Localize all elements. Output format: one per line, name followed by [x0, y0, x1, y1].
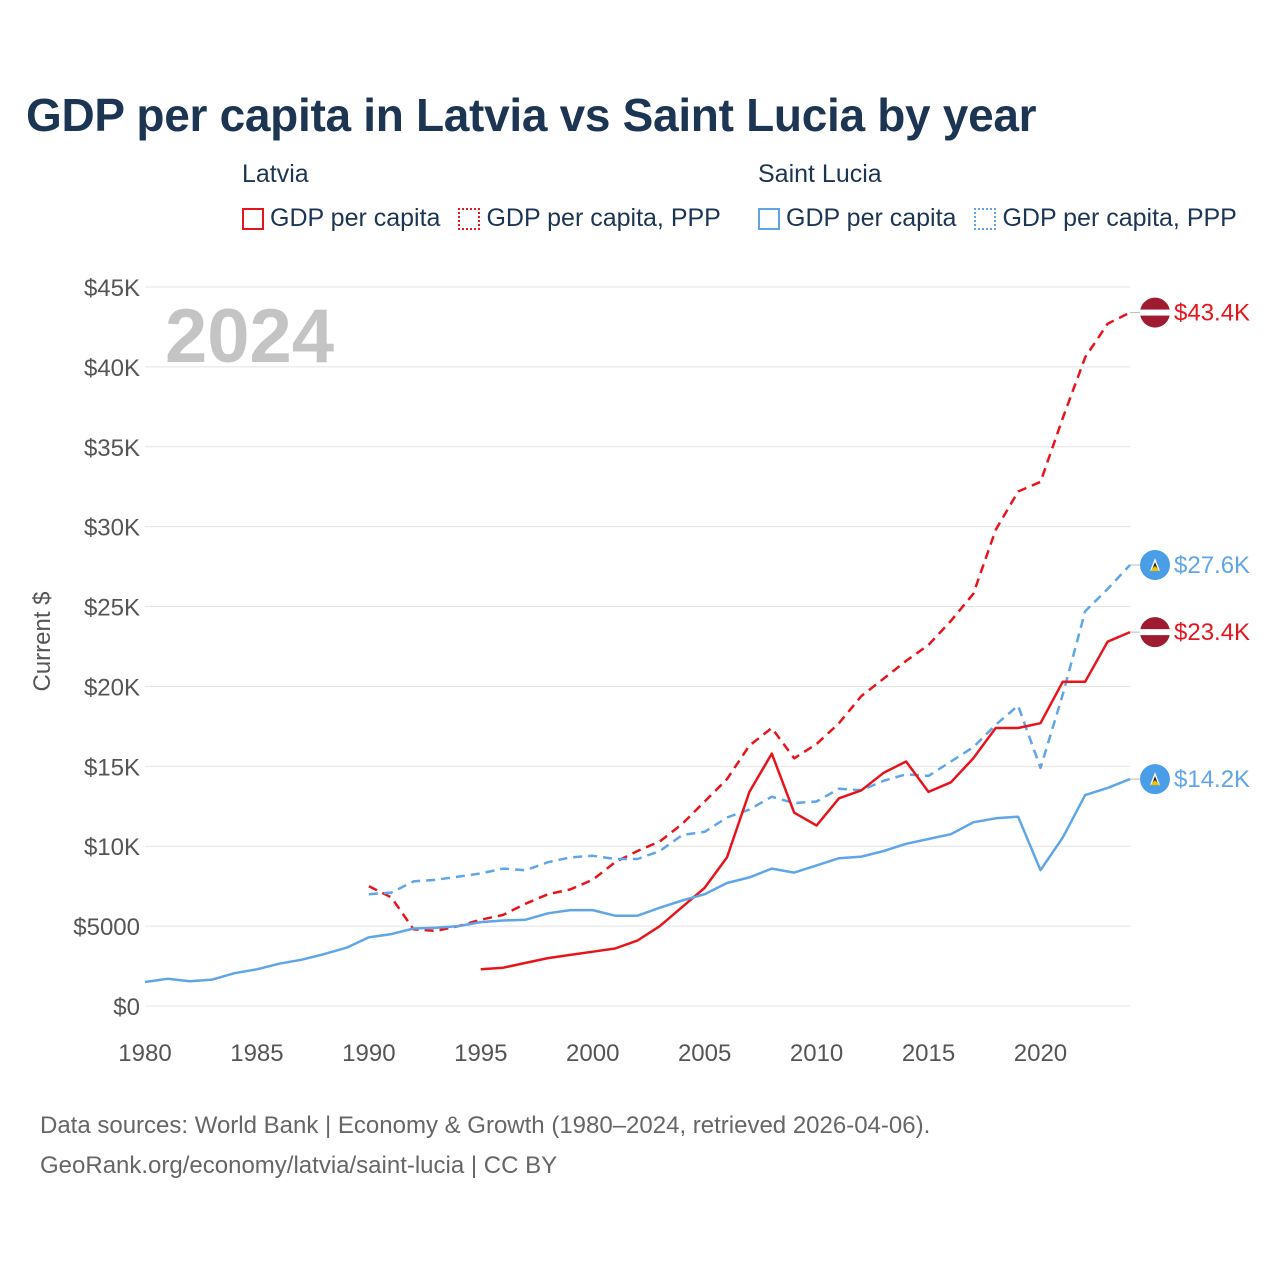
legend-swatch-dotted-blue — [974, 207, 997, 230]
legend-country-latvia: Latvia — [242, 160, 309, 188]
chart-title: GDP per capita in Latvia vs Saint Lucia … — [26, 89, 1037, 141]
y-tick-label: $25K — [84, 595, 140, 622]
series-line-2 — [480, 630, 1131, 971]
grid-lines — [145, 286, 1130, 1007]
latvia-flag-icon — [1140, 297, 1170, 328]
y-tick-label: $0 — [113, 994, 140, 1021]
x-tick-label: 2015 — [902, 1040, 955, 1067]
series-line-1 — [368, 564, 1131, 896]
legend-country-saint-lucia: Saint Lucia — [758, 160, 882, 188]
series-line-0 — [368, 311, 1131, 933]
legend-group-saint-lucia: Saint Lucia GDP per capita GDP per capit… — [758, 160, 1237, 233]
legend-label: GDP per capita, PPP — [1002, 204, 1237, 232]
series-lines — [144, 311, 1131, 984]
end-value-label: $43.4K — [1174, 300, 1250, 327]
legend-swatch-dotted-red — [458, 207, 481, 230]
x-tick-label: 1995 — [454, 1040, 507, 1067]
saint-lucia-flag-icon — [1140, 764, 1170, 795]
legend-item-saint-lucia-gdp-ppp[interactable]: GDP per capita, PPP — [974, 204, 1237, 233]
y-axis-label: Current $ — [29, 591, 56, 691]
end-markers: $43.4K $27.6K $23.4K $14.2K — [1130, 297, 1250, 795]
y-tick-label: $40K — [84, 355, 140, 382]
y-axis-ticks: $0 $5000 $10K $15K $20K $25K $30K $35K $40K $45K — [73, 275, 140, 1021]
x-tick-label: 2005 — [678, 1040, 731, 1067]
legend-item-latvia-gdp[interactable]: GDP per capita — [242, 204, 440, 233]
legend-item-saint-lucia-gdp[interactable]: GDP per capita — [758, 204, 956, 233]
legend-swatch-solid-blue — [758, 207, 780, 230]
end-value-label: $23.4K — [1174, 619, 1250, 646]
y-tick-label: $30K — [84, 515, 140, 542]
x-tick-label: 1990 — [342, 1040, 395, 1067]
legend-item-latvia-gdp-ppp[interactable]: GDP per capita, PPP — [458, 204, 721, 233]
latvia-flag-icon — [1140, 617, 1170, 648]
x-tick-label: 1980 — [118, 1040, 171, 1067]
x-axis-ticks: 1980 1985 1990 1995 2000 2005 2010 2015 2020 — [118, 1040, 1067, 1067]
x-tick-label: 2000 — [566, 1040, 619, 1067]
flag-stripe — [1140, 309, 1170, 316]
footer: Data sources: World Bank | Economy & Gro… — [40, 1106, 930, 1186]
x-tick-label: 1985 — [230, 1040, 283, 1067]
y-tick-label: $45K — [84, 275, 140, 302]
footer-sources: Data sources: World Bank | Economy & Gro… — [40, 1112, 931, 1139]
x-tick-label: 2010 — [790, 1040, 843, 1067]
flag-stripe — [1140, 629, 1170, 636]
flag-triangle-gold — [1150, 566, 1160, 572]
footer-url[interactable]: GeoRank.org/economy/latvia/saint-lucia |… — [40, 1152, 558, 1179]
x-tick-label: 2020 — [1014, 1040, 1067, 1067]
end-value-label: $27.6K — [1174, 552, 1250, 579]
legend-label: GDP per capita, PPP — [486, 204, 721, 232]
saint-lucia-flag-icon — [1140, 550, 1170, 581]
series-line-3 — [144, 777, 1131, 984]
y-tick-label: $35K — [84, 435, 140, 462]
y-tick-label: $10K — [84, 834, 140, 861]
end-value-label: $14.2K — [1174, 766, 1250, 793]
legend-swatch-solid-red — [242, 207, 264, 230]
y-tick-label: $20K — [84, 674, 140, 701]
legend-label: GDP per capita — [786, 204, 957, 232]
y-tick-label: $15K — [84, 754, 140, 781]
flag-triangle-gold — [1150, 780, 1160, 786]
year-watermark: 2024 — [165, 294, 334, 379]
legend-group-latvia: Latvia GDP per capita GDP per capita, PP… — [242, 160, 721, 233]
legend-label: GDP per capita — [270, 204, 441, 232]
y-tick-label: $5000 — [73, 914, 140, 941]
